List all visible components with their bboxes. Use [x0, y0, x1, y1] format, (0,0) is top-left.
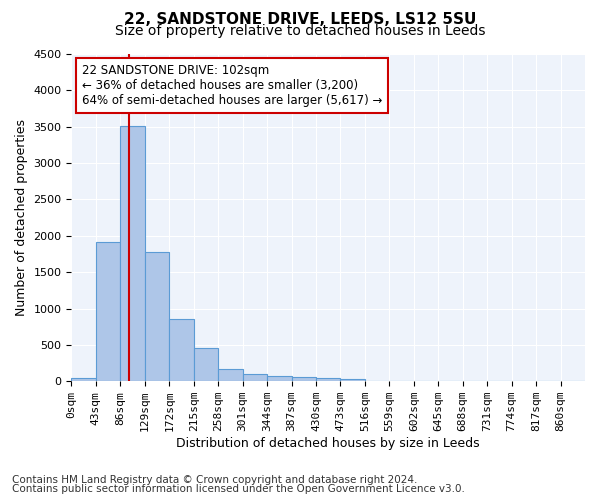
Bar	[169, 320, 194, 381]
Bar	[194, 348, 218, 381]
Bar	[218, 369, 242, 381]
Bar	[71, 378, 96, 381]
Bar	[316, 378, 340, 381]
Text: 22, SANDSTONE DRIVE, LEEDS, LS12 5SU: 22, SANDSTONE DRIVE, LEEDS, LS12 5SU	[124, 12, 476, 28]
Bar	[96, 242, 121, 381]
Bar	[145, 252, 169, 381]
X-axis label: Distribution of detached houses by size in Leeds: Distribution of detached houses by size …	[176, 437, 480, 450]
Text: Contains public sector information licensed under the Open Government Licence v3: Contains public sector information licen…	[12, 484, 465, 494]
Text: Size of property relative to detached houses in Leeds: Size of property relative to detached ho…	[115, 24, 485, 38]
Text: 22 SANDSTONE DRIVE: 102sqm
← 36% of detached houses are smaller (3,200)
64% of s: 22 SANDSTONE DRIVE: 102sqm ← 36% of deta…	[82, 64, 382, 107]
Text: Contains HM Land Registry data © Crown copyright and database right 2024.: Contains HM Land Registry data © Crown c…	[12, 475, 418, 485]
Y-axis label: Number of detached properties: Number of detached properties	[15, 119, 28, 316]
Bar	[267, 376, 292, 381]
Bar	[292, 377, 316, 381]
Bar	[340, 379, 365, 381]
Bar	[121, 126, 145, 381]
Bar	[242, 374, 267, 381]
